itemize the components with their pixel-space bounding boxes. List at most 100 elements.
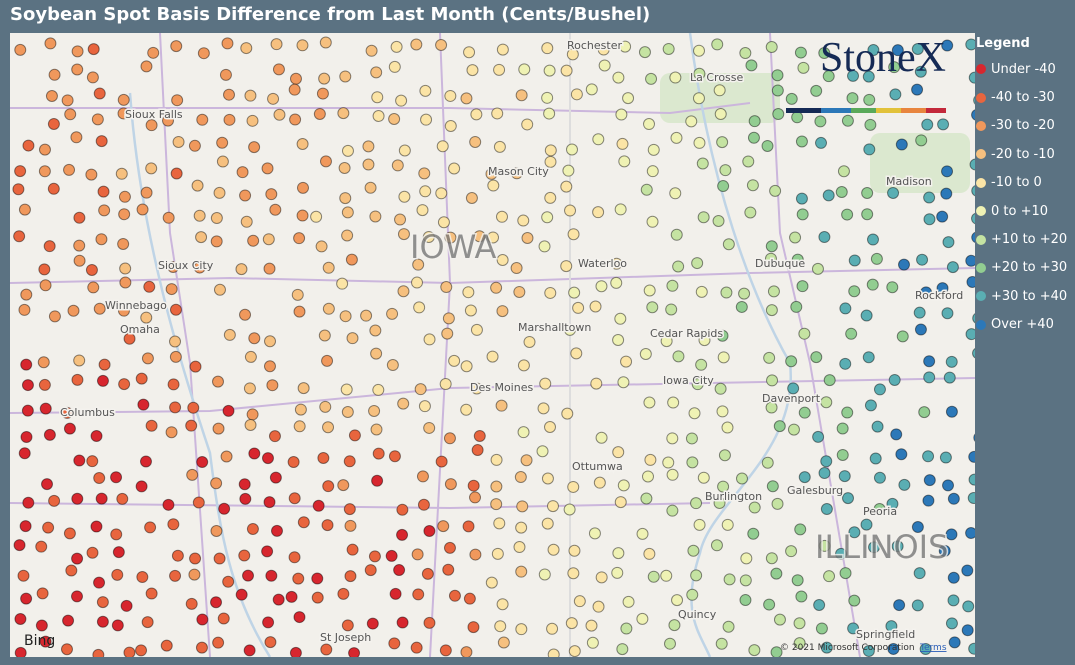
- station-dot: [636, 612, 649, 625]
- station-dot: [914, 323, 927, 336]
- station-dot: [718, 449, 731, 462]
- station-dot: [560, 180, 573, 193]
- station-dot: [887, 642, 900, 655]
- station-dot: [397, 285, 410, 298]
- station-dot: [20, 358, 33, 371]
- station-dot: [212, 636, 225, 649]
- station-dot: [37, 356, 50, 369]
- station-dot: [70, 131, 83, 144]
- station-dot: [888, 61, 901, 74]
- station-dots: [12, 36, 975, 657]
- station-dot: [418, 400, 431, 413]
- legend-item: Under -40: [976, 55, 1075, 83]
- station-dot: [536, 445, 549, 458]
- station-dot: [746, 179, 759, 192]
- station-dot: [473, 230, 486, 243]
- station-dot: [722, 620, 735, 633]
- station-dot: [340, 383, 353, 396]
- station-dot: [169, 401, 182, 414]
- station-dot: [12, 183, 25, 196]
- station-dot: [341, 206, 354, 219]
- station-dot: [448, 162, 461, 175]
- station-dot: [343, 503, 356, 516]
- station-dot: [243, 644, 256, 657]
- station-dot: [772, 108, 785, 121]
- station-dot: [585, 619, 598, 632]
- station-dot: [638, 46, 651, 59]
- legend-swatch: [976, 291, 986, 302]
- station-dot: [544, 155, 557, 168]
- station-dot: [463, 46, 476, 59]
- city-label: Sioux City: [158, 259, 214, 272]
- station-dot: [798, 471, 811, 484]
- station-dot: [20, 592, 33, 605]
- station-dot: [769, 184, 782, 197]
- station-dot: [17, 569, 30, 582]
- station-dot: [666, 279, 679, 292]
- station-dot: [421, 567, 434, 580]
- terms-link[interactable]: Terms: [919, 643, 947, 653]
- station-dot: [264, 636, 277, 649]
- station-dot: [541, 91, 554, 104]
- station-dot: [244, 350, 257, 363]
- station-dot: [622, 92, 635, 105]
- station-dot: [341, 619, 354, 632]
- station-dot: [448, 589, 461, 602]
- station-dot: [592, 206, 605, 219]
- station-dot: [171, 94, 184, 107]
- legend-item: Over +40: [976, 311, 1075, 339]
- legend-swatch: [976, 64, 986, 75]
- station-dot: [618, 155, 631, 168]
- station-dot: [43, 240, 56, 253]
- station-dot: [172, 135, 185, 148]
- station-dot: [494, 620, 507, 633]
- station-dot: [965, 254, 975, 267]
- station-dot: [560, 260, 573, 273]
- station-dot: [911, 599, 924, 612]
- station-dot: [614, 496, 627, 509]
- station-dot: [416, 204, 429, 217]
- station-dot: [791, 111, 804, 124]
- station-dot: [467, 479, 480, 492]
- station-dot: [485, 576, 498, 589]
- station-dot: [123, 332, 136, 345]
- station-dot: [796, 280, 809, 293]
- station-dot: [914, 65, 927, 78]
- station-dot: [895, 448, 908, 461]
- station-dot: [442, 563, 455, 576]
- station-dot: [210, 524, 223, 537]
- station-dot: [595, 280, 608, 293]
- station-dot: [785, 355, 798, 368]
- station-dot: [118, 190, 131, 203]
- station-dot: [344, 519, 357, 532]
- station-dot: [448, 354, 461, 367]
- station-dot: [239, 308, 252, 321]
- station-dot: [916, 253, 929, 266]
- station-dot: [364, 181, 377, 194]
- station-dot: [735, 300, 748, 313]
- station-dot: [646, 215, 659, 228]
- station-dot: [365, 44, 378, 57]
- station-dot: [616, 137, 629, 150]
- station-dot: [372, 109, 385, 122]
- city-label: Iowa City: [663, 374, 714, 387]
- station-dot: [441, 327, 454, 340]
- station-dot: [18, 303, 31, 316]
- station-dot: [793, 617, 806, 630]
- station-dot: [497, 636, 510, 649]
- station-dot: [965, 527, 975, 540]
- station-dot: [763, 598, 776, 611]
- station-dot: [73, 254, 86, 267]
- station-dot: [811, 262, 824, 275]
- station-dot: [210, 477, 223, 490]
- station-dot: [947, 571, 960, 584]
- station-dot: [695, 358, 708, 371]
- station-dot: [210, 212, 223, 225]
- station-dot: [63, 527, 76, 540]
- station-dot: [570, 347, 583, 360]
- station-dot: [348, 647, 361, 657]
- station-dot: [539, 377, 552, 390]
- station-dot: [939, 451, 952, 464]
- station-dot: [111, 619, 124, 632]
- station-dot: [396, 528, 409, 541]
